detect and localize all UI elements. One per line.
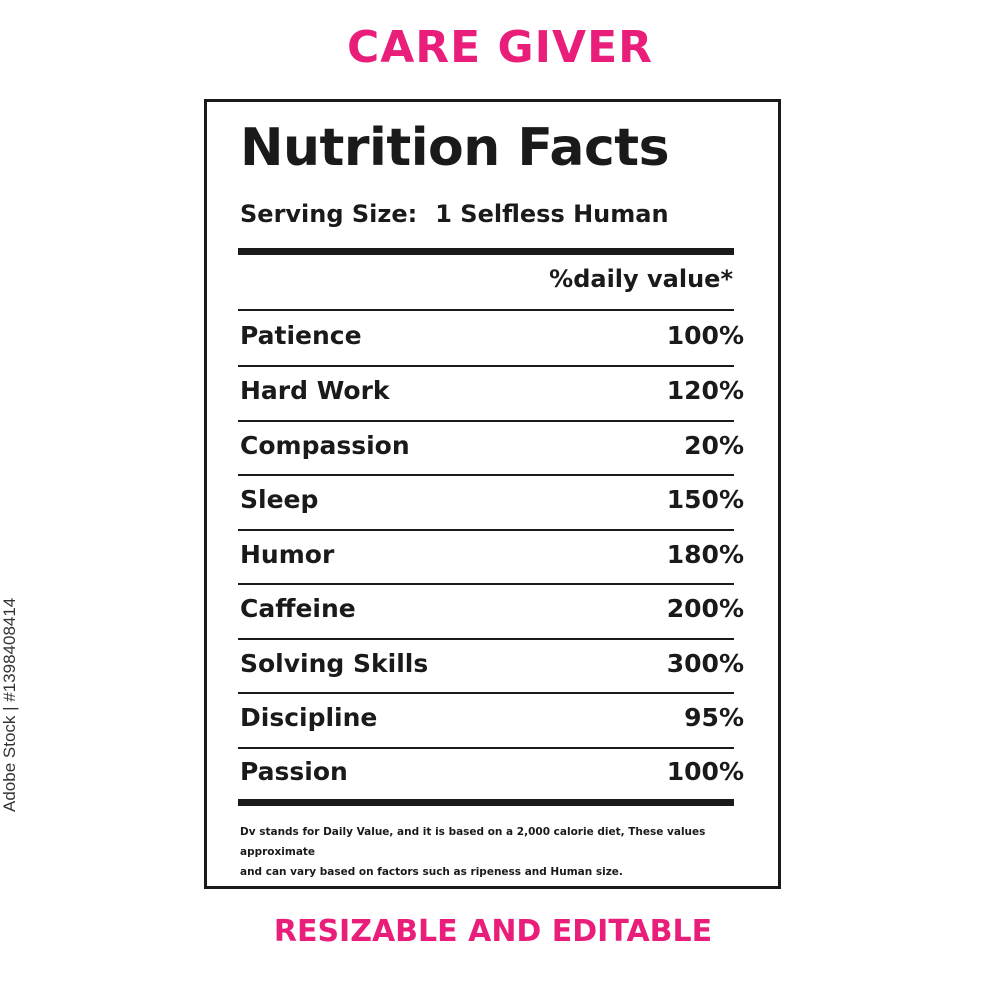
nutrient-value: 100% — [666, 757, 744, 786]
serving-size-label: Serving Size: — [240, 200, 418, 228]
serving-size: Serving Size: 1 Selfless Human — [240, 200, 669, 228]
nutrient-row: Hard Work 120% — [238, 366, 744, 420]
label-heading: Nutrition Facts — [240, 118, 670, 178]
row-divider — [238, 747, 734, 749]
row-divider — [238, 638, 734, 640]
row-divider — [238, 583, 734, 585]
nutrient-value: 150% — [666, 485, 744, 514]
nutrient-row: Passion 100% — [238, 747, 744, 801]
nutrient-row: Solving Skills 300% — [238, 639, 744, 693]
nutrient-row: Patience 100% — [238, 311, 744, 365]
bottom-thick-divider — [238, 799, 734, 806]
nutrient-name: Passion — [240, 757, 348, 786]
nutrient-name: Compassion — [240, 431, 410, 460]
stock-id-text: Adobe Stock | #1398408414 — [0, 597, 19, 812]
nutrient-value: 120% — [666, 376, 744, 405]
serving-size-value: 1 Selfless Human — [435, 200, 669, 228]
row-divider — [238, 692, 734, 694]
footnote-line: Dv stands for Daily Value, and it is bas… — [240, 826, 706, 858]
header-divider — [238, 309, 734, 311]
footnote: Dv stands for Daily Value, and it is bas… — [240, 822, 770, 882]
page-title: CARE GIVER — [346, 22, 654, 73]
nutrient-name: Solving Skills — [240, 649, 429, 678]
nutrient-value: 100% — [666, 321, 744, 350]
daily-value-header: %daily value* — [549, 265, 733, 293]
nutrient-value: 20% — [684, 431, 744, 460]
nutrition-facts-label: Nutrition Facts Serving Size: 1 Selfless … — [204, 99, 781, 889]
nutrient-row: Humor 180% — [238, 530, 744, 584]
nutrient-name: Sleep — [240, 485, 319, 514]
nutrient-value: 200% — [666, 594, 744, 623]
nutrient-name: Caffeine — [240, 594, 356, 623]
row-divider — [238, 529, 734, 531]
nutrient-name: Discipline — [240, 703, 378, 732]
row-divider — [238, 365, 734, 367]
nutrient-value: 180% — [666, 540, 744, 569]
row-divider — [238, 474, 734, 476]
top-thick-divider — [238, 248, 734, 255]
nutrient-name: Hard Work — [240, 376, 390, 405]
nutrient-row: Caffeine 200% — [238, 584, 744, 638]
nutrient-row: Discipline 95% — [238, 693, 744, 747]
footnote-line: and can vary based on factors such as ri… — [240, 866, 623, 878]
nutrient-row: Sleep 150% — [238, 475, 744, 529]
nutrient-name: Patience — [240, 321, 362, 350]
nutrient-name: Humor — [240, 540, 335, 569]
nutrient-row: Compassion 20% — [238, 421, 744, 475]
nutrient-value: 300% — [666, 649, 744, 678]
nutrient-value: 95% — [684, 703, 744, 732]
row-divider — [238, 420, 734, 422]
bottom-caption: RESIZABLE AND EDITABLE — [273, 914, 713, 949]
